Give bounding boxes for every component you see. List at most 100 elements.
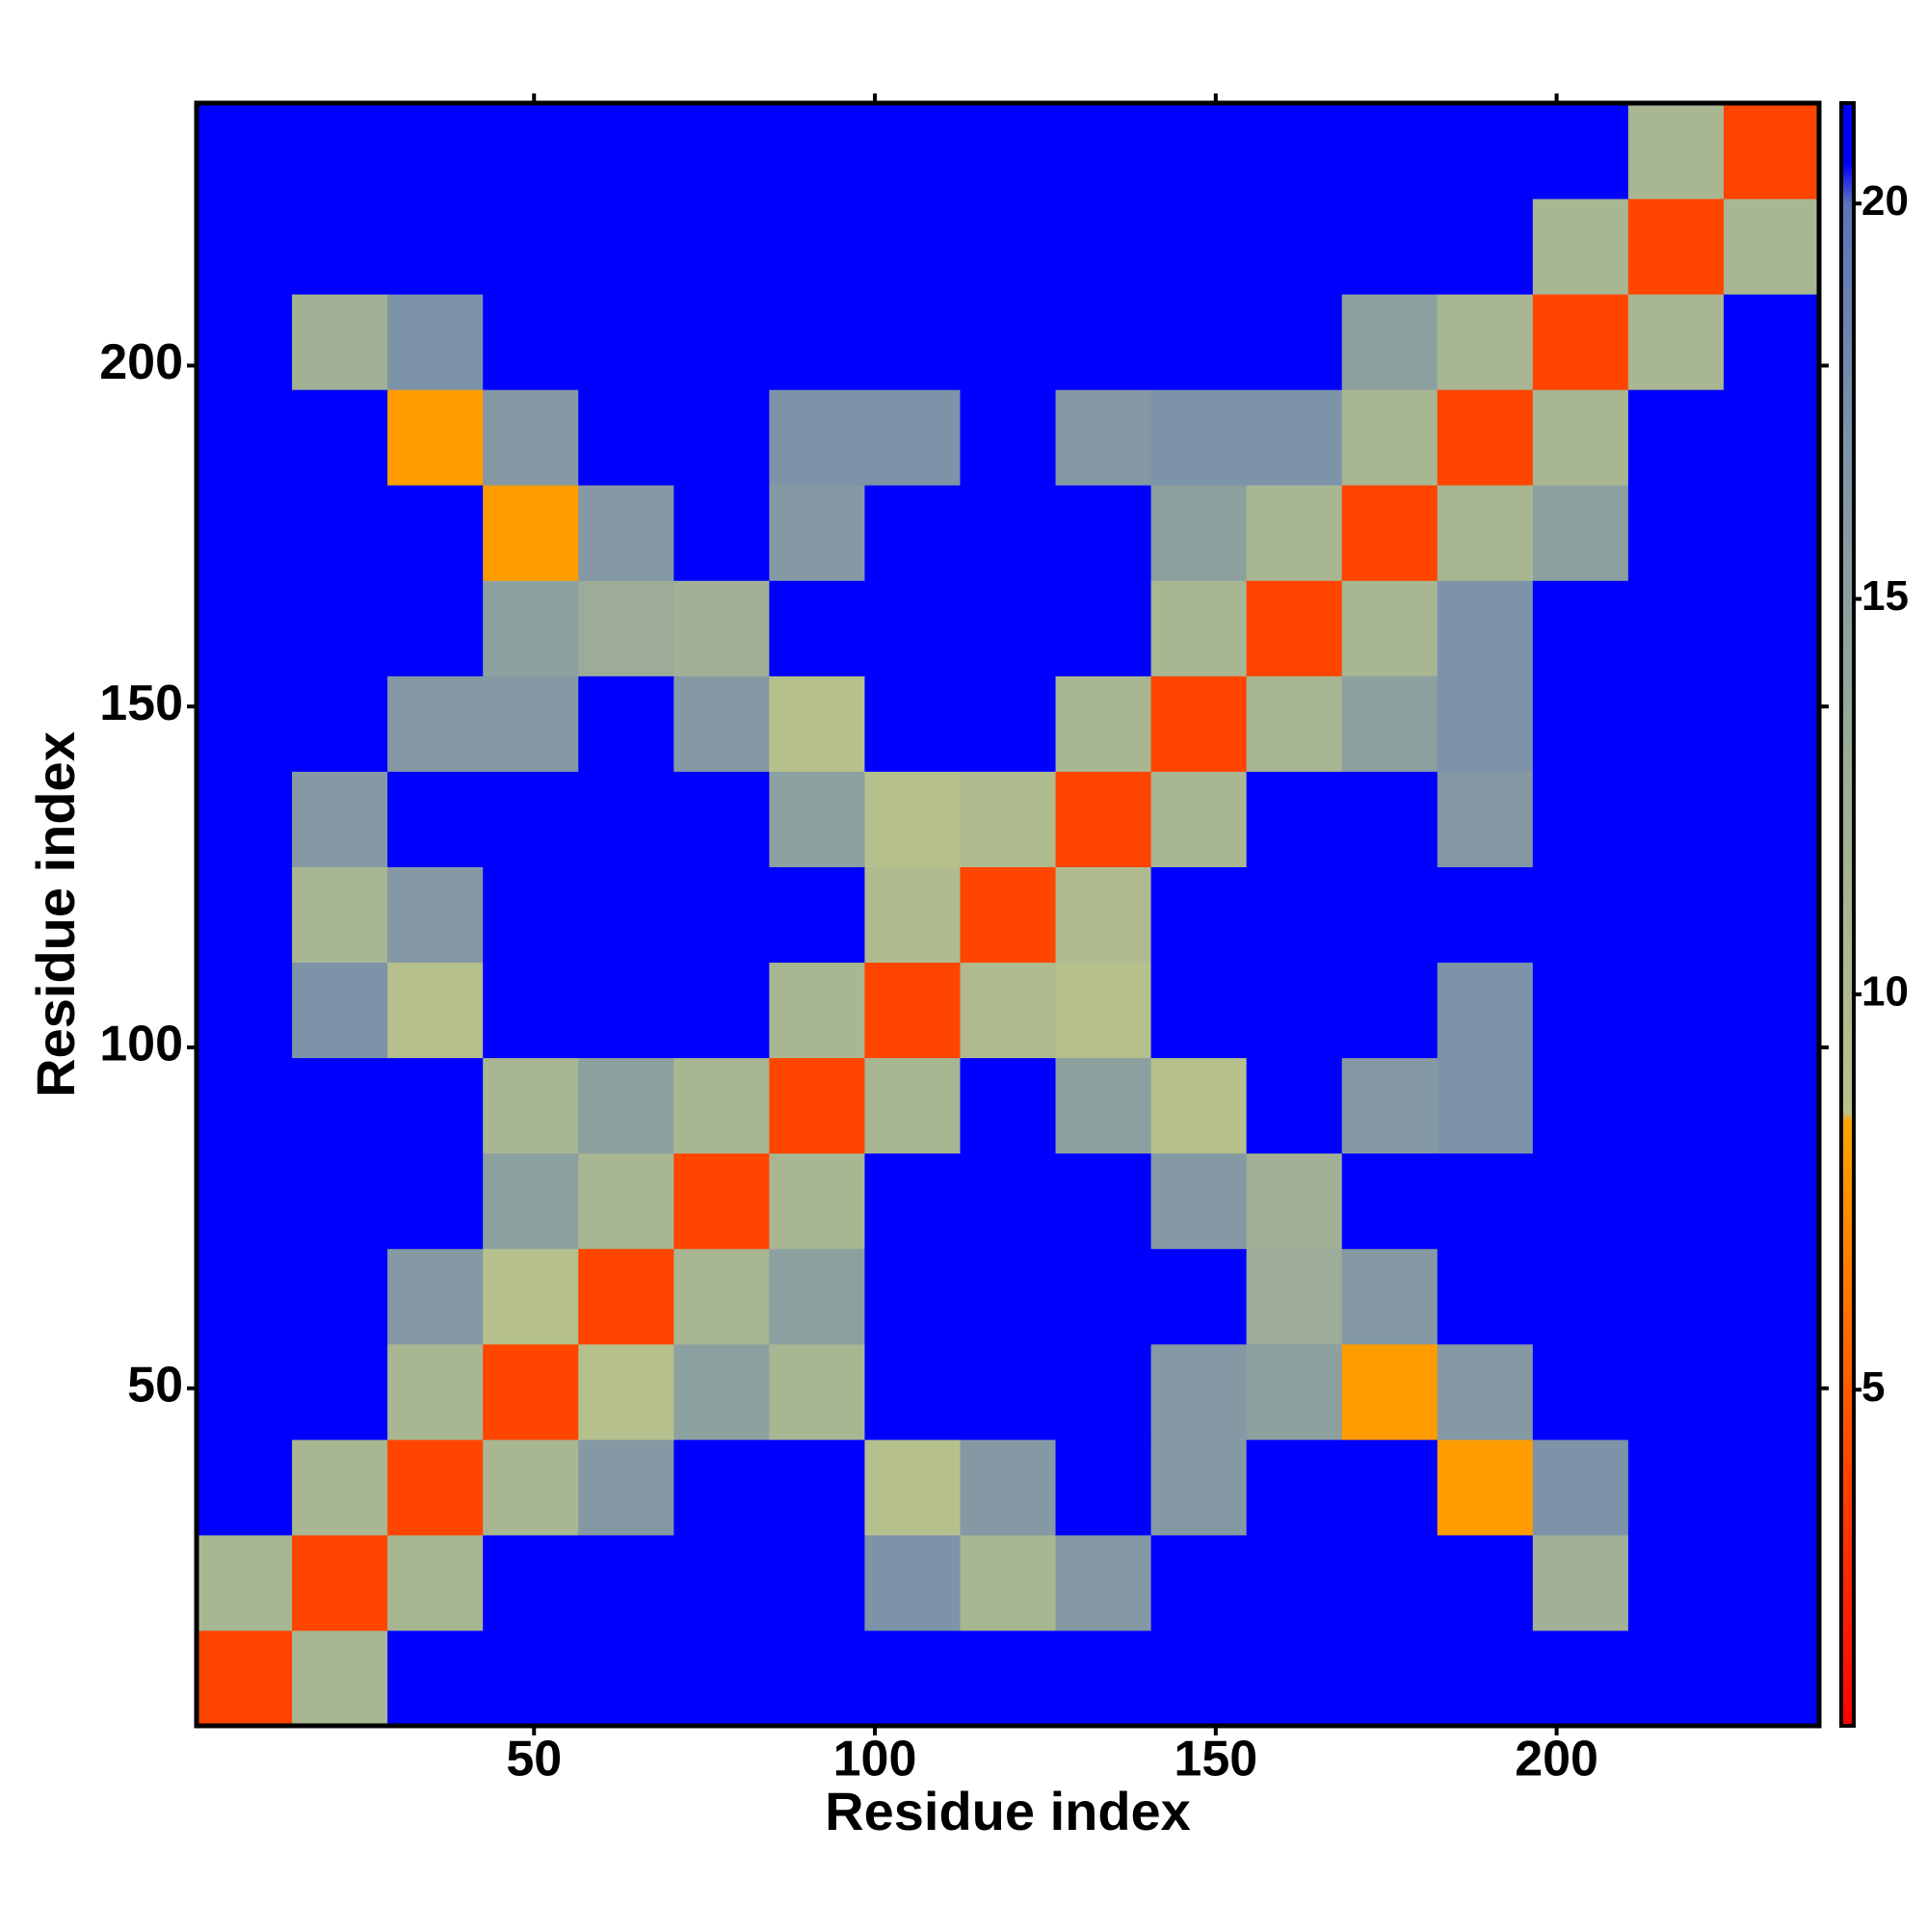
heatmap-cell [1437,198,1534,295]
colorbar-tick-label: 10 [1861,968,1909,1016]
heatmap-cell [292,1629,388,1727]
heatmap-cell [292,580,388,676]
heatmap-cell [1532,1343,1629,1441]
heatmap-cell [769,389,865,486]
heatmap-cell [197,771,293,867]
heatmap-cell [1246,675,1343,772]
heatmap-cell [1723,1152,1820,1250]
heatmap-cell [1627,1152,1725,1250]
heatmap-cell [1055,1629,1152,1727]
heatmap-cell [673,1343,770,1441]
heatmap-cell [1437,1152,1534,1250]
heatmap-cell [864,1343,961,1441]
heatmap-cell [1532,1248,1629,1345]
heatmap-cell [673,485,770,581]
heatmap-cell [1246,389,1343,486]
heatmap-cell [1055,103,1152,199]
heatmap-cell [1055,580,1152,676]
heatmap-cell [1437,1534,1534,1631]
heatmap-cell [1341,962,1439,1059]
heatmap-cell [1437,675,1534,772]
heatmap-cell [197,675,293,772]
heatmap-cell [197,1629,293,1727]
heatmap-cell [769,771,865,867]
heatmap-cell [673,103,770,199]
heatmap-cell [1150,198,1248,295]
heatmap-cell [483,1343,579,1441]
heatmap-cell [864,1629,961,1727]
heatmap-cell [960,866,1057,964]
heatmap-cell [578,1152,674,1250]
heatmap-cell [1055,1439,1152,1536]
heatmap-cell [1627,198,1725,295]
heatmap-cell [960,1057,1057,1154]
heatmap-cell [1246,580,1343,676]
heatmap-cell [1437,103,1534,199]
heatmap-cell [1150,1057,1248,1154]
heatmap-cell [483,389,579,486]
heatmap-cell [1341,1057,1439,1154]
heatmap-cell [1437,1343,1534,1441]
heatmap-cell [673,580,770,676]
heatmap-cell [1246,962,1343,1059]
heatmap-cell [1723,1057,1820,1154]
heatmap-cell [1437,1057,1534,1154]
heatmap-cell [1627,580,1725,676]
heatmap-cell [1437,389,1534,486]
heatmap-cell [387,962,484,1059]
heatmap-cell [197,294,293,390]
heatmap-cell [1437,1248,1534,1345]
heatmap-cell [197,962,293,1059]
heatmap-cell [673,1629,770,1727]
heatmap-cell [1246,294,1343,390]
heatmap-cell [578,580,674,676]
heatmap-cell [1723,1629,1820,1727]
heatmap-cell [1341,103,1439,199]
heatmap-cell [1055,675,1152,772]
heatmap-cell [387,1152,484,1250]
heatmap-cell [1723,1248,1820,1345]
heatmap-cell [1055,771,1152,867]
heatmap-cell [864,1057,961,1154]
x-tick-label: 100 [833,1732,917,1787]
colorbar-tick-label: 20 [1861,177,1909,225]
colorbar [1839,101,1856,1728]
heatmap-cell [197,1248,293,1345]
heatmap-cell [387,198,484,295]
heatmap-cell [673,198,770,295]
heatmap-cell [292,294,388,390]
heatmap-cell [292,1152,388,1250]
heatmap-cell [1723,103,1820,199]
heatmap-cell [387,675,484,772]
heatmap-cell [1341,771,1439,867]
heatmap-cell [1532,485,1629,581]
heatmap-cell [483,485,579,581]
y-tick-label: 50 [127,1357,183,1413]
heatmap-cell [1627,1439,1725,1536]
heatmap-cell [673,1152,770,1250]
heatmap-cell [1150,1534,1248,1631]
heatmap-cell [1150,294,1248,390]
heatmap-cell [1150,962,1248,1059]
heatmap-cell [960,294,1057,390]
heatmap-cell [769,962,865,1059]
heatmap-cell [1150,1248,1248,1345]
heatmap-cell [197,103,293,199]
heatmap-cell [960,1629,1057,1727]
heatmap-cell [1150,771,1248,867]
heatmap-cell [1627,1343,1725,1441]
heatmap-cell [292,866,388,964]
heatmap-cell [1341,198,1439,295]
heatmap-cell [769,485,865,581]
heatmap-cell [673,1057,770,1154]
heatmap-cell [578,389,674,486]
heatmap-cell [1437,580,1534,676]
heatmap-cell [197,1439,293,1536]
heatmap-cell [1055,866,1152,964]
heatmap-cell [292,675,388,772]
plot-frame [194,100,1822,1729]
heatmap-cell [387,1439,484,1536]
heatmap-cell [960,198,1057,295]
heatmap-cell [1532,1629,1629,1727]
heatmap-cell [769,198,865,295]
